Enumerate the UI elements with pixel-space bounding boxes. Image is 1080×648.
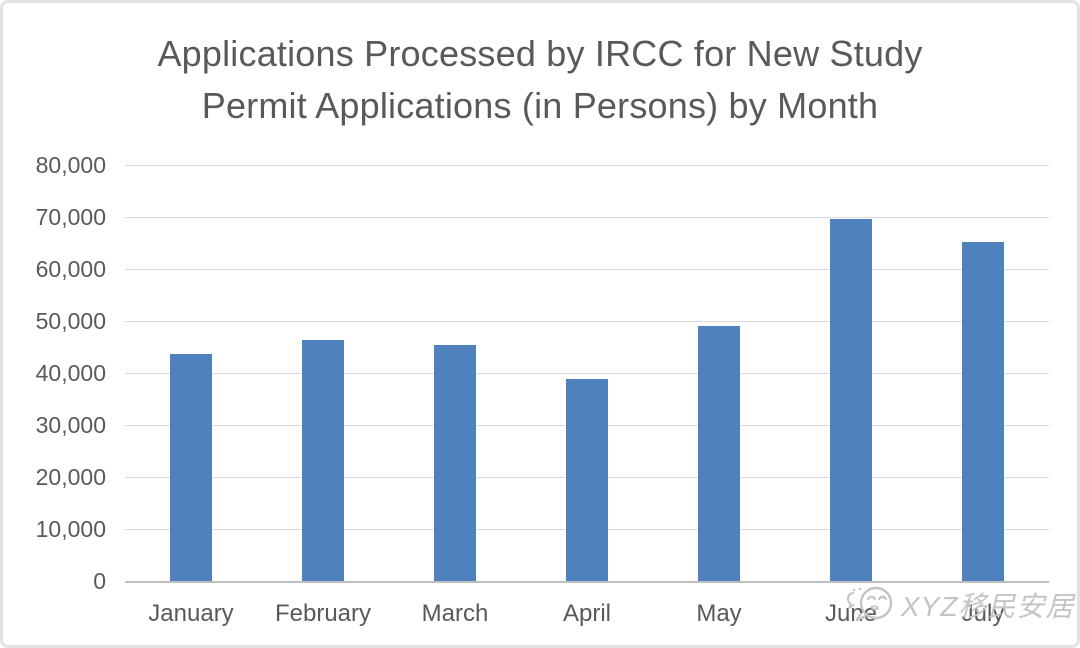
y-axis-labels: 0 10,000 20,000 30,000 40,000 50,000 60,000 70,…	[3, 152, 106, 594]
y-tick-label-0: 0	[93, 568, 106, 594]
gridline-50000	[125, 321, 1049, 322]
y-tick-label-20000: 20,000	[35, 464, 106, 490]
x-tick-label-may: May	[696, 600, 742, 627]
y-tick-label-50000: 50,000	[35, 308, 106, 334]
x-tick-label-january: January	[148, 600, 234, 627]
bar-april	[566, 378, 608, 581]
y-tick-label-80000: 80,000	[35, 152, 106, 178]
x-tick-label-june: June	[824, 600, 878, 627]
x-tick-label-april: April	[562, 600, 611, 627]
bar-march	[434, 344, 476, 581]
y-tick-label-10000: 10,000	[35, 516, 106, 542]
gridline-70000	[125, 217, 1049, 218]
x-tick-label-july: July	[961, 600, 1005, 627]
chart-title: Applications Processed by IRCC for New S…	[3, 28, 1077, 132]
gridline-80000	[125, 165, 1049, 166]
chart-title-line2: Permit Applications (in Persons) by Mont…	[201, 85, 879, 126]
x-axis-labels: January February March April May June July	[125, 599, 1049, 633]
chart-title-line1: Applications Processed by IRCC for New S…	[157, 33, 923, 74]
bar-january	[170, 353, 212, 581]
bar-june	[830, 218, 872, 581]
gridline-40000	[125, 373, 1049, 374]
y-tick-label-40000: 40,000	[35, 360, 106, 386]
x-tick-label-february: February	[274, 600, 372, 627]
plot-area	[125, 165, 1049, 583]
bar-february	[302, 340, 344, 581]
x-tick-label-march: March	[421, 600, 489, 627]
y-tick-label-30000: 30,000	[35, 412, 106, 438]
y-tick-label-70000: 70,000	[35, 204, 106, 230]
gridline-60000	[125, 269, 1049, 270]
bar-july	[962, 242, 1004, 581]
bar-may	[698, 326, 740, 581]
y-tick-label-60000: 60,000	[35, 256, 106, 282]
